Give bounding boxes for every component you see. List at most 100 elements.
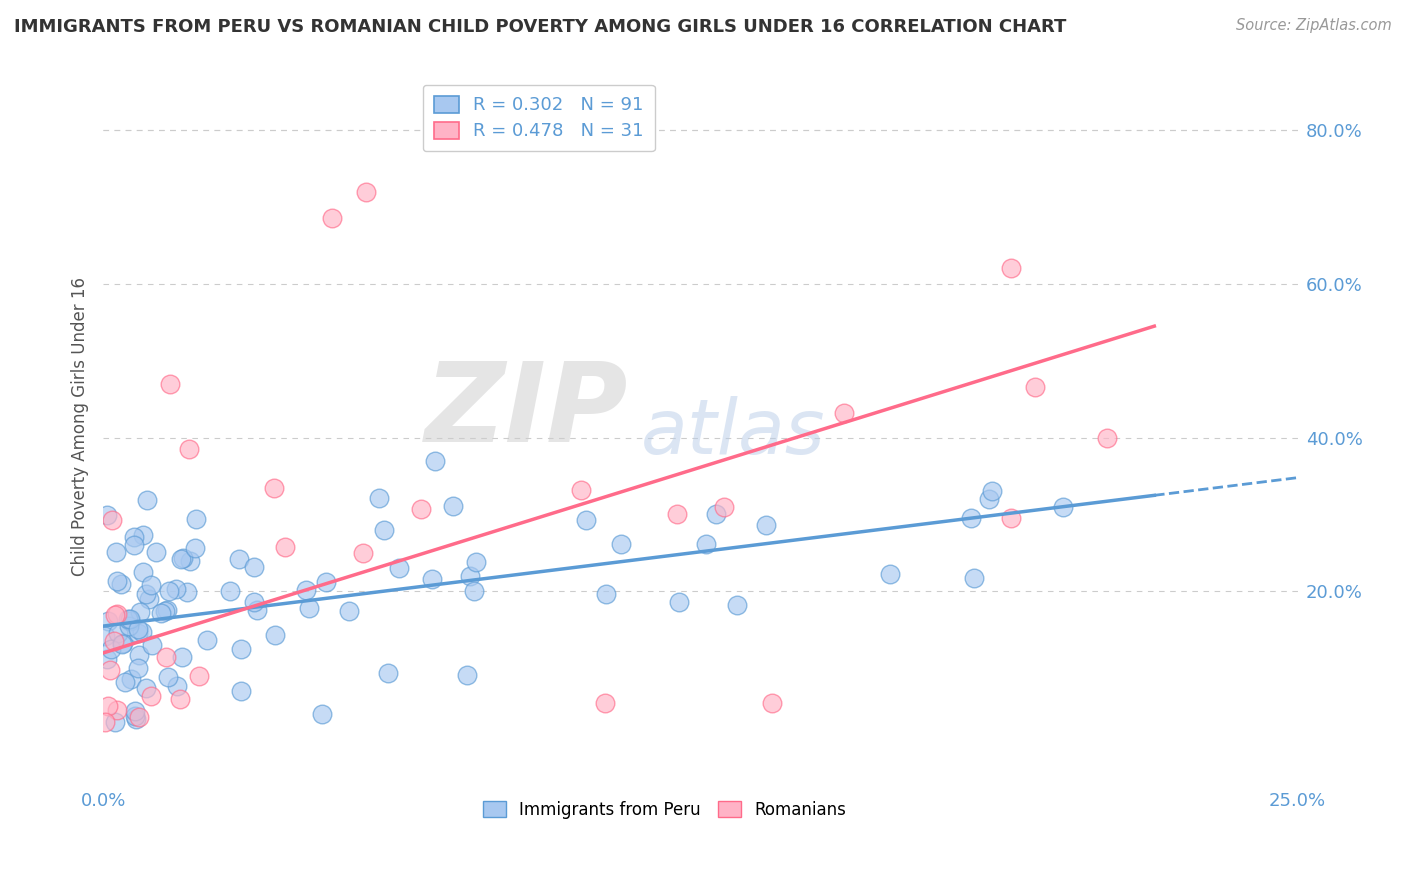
Point	[274, 540, 297, 554]
Point	[105, 607, 128, 622]
Point	[422, 572, 444, 586]
Point	[141, 638, 163, 652]
Point	[141, 578, 163, 592]
Point	[103, 715, 125, 730]
Point	[218, 584, 240, 599]
Point	[125, 712, 148, 726]
Point	[104, 608, 127, 623]
Point	[668, 595, 690, 609]
Point	[124, 708, 146, 723]
Point	[755, 517, 778, 532]
Point	[105, 574, 128, 589]
Point	[149, 606, 172, 620]
Point	[135, 587, 157, 601]
Point	[246, 603, 269, 617]
Point	[665, 507, 688, 521]
Point	[298, 600, 321, 615]
Point	[94, 715, 117, 730]
Point	[122, 530, 145, 544]
Point	[107, 626, 129, 640]
Point	[1000, 261, 1022, 276]
Point	[118, 612, 141, 626]
Point	[155, 603, 177, 617]
Point	[610, 536, 633, 550]
Point	[127, 626, 149, 640]
Point	[456, 668, 478, 682]
Point	[1000, 511, 1022, 525]
Point	[117, 612, 139, 626]
Point	[960, 511, 983, 525]
Point	[97, 699, 120, 714]
Point	[124, 704, 146, 718]
Point	[111, 637, 134, 651]
Point	[441, 500, 464, 514]
Point	[131, 625, 153, 640]
Point	[373, 523, 395, 537]
Point	[1095, 431, 1118, 445]
Point	[423, 454, 446, 468]
Point	[96, 508, 118, 523]
Point	[132, 527, 155, 541]
Point	[138, 592, 160, 607]
Text: ZIP: ZIP	[425, 359, 628, 466]
Point	[135, 681, 157, 696]
Point	[101, 513, 124, 527]
Point	[832, 406, 855, 420]
Point	[98, 663, 121, 677]
Point	[105, 703, 128, 717]
Point	[136, 493, 159, 508]
Point	[377, 665, 399, 680]
Point	[127, 623, 149, 637]
Point	[165, 582, 187, 597]
Point	[593, 696, 616, 710]
Point	[172, 550, 194, 565]
Point	[315, 574, 337, 589]
Point	[575, 512, 598, 526]
Point	[294, 583, 316, 598]
Point	[197, 633, 219, 648]
Point	[337, 604, 360, 618]
Point	[118, 619, 141, 633]
Point	[103, 634, 125, 648]
Point	[569, 483, 592, 497]
Point	[122, 538, 145, 552]
Point	[159, 376, 181, 391]
Point	[229, 684, 252, 698]
Point	[166, 679, 188, 693]
Point	[460, 568, 482, 582]
Point	[186, 511, 208, 525]
Point	[105, 545, 128, 559]
Point	[409, 501, 432, 516]
Point	[169, 552, 191, 566]
Point	[263, 481, 285, 495]
Point	[155, 650, 177, 665]
Point	[132, 566, 155, 580]
Point	[695, 536, 717, 550]
Point	[465, 555, 488, 569]
Point	[187, 669, 209, 683]
Point	[725, 598, 748, 612]
Point	[368, 491, 391, 505]
Point	[981, 483, 1004, 498]
Point	[157, 670, 180, 684]
Point	[179, 442, 201, 456]
Point	[128, 648, 150, 663]
Point	[169, 692, 191, 706]
Point	[264, 628, 287, 642]
Point	[388, 561, 411, 575]
Point	[354, 185, 377, 199]
Text: atlas: atlas	[641, 396, 825, 470]
Point	[157, 584, 180, 599]
Point	[713, 500, 735, 514]
Text: Source: ZipAtlas.com: Source: ZipAtlas.com	[1236, 18, 1392, 33]
Point	[1052, 500, 1074, 514]
Point	[118, 614, 141, 628]
Point	[110, 577, 132, 591]
Y-axis label: Child Poverty Among Girls Under 16: Child Poverty Among Girls Under 16	[72, 277, 89, 575]
Point	[311, 706, 333, 721]
Point	[463, 584, 485, 599]
Point	[228, 552, 250, 566]
Point	[111, 635, 134, 649]
Point	[93, 629, 115, 643]
Point	[100, 642, 122, 657]
